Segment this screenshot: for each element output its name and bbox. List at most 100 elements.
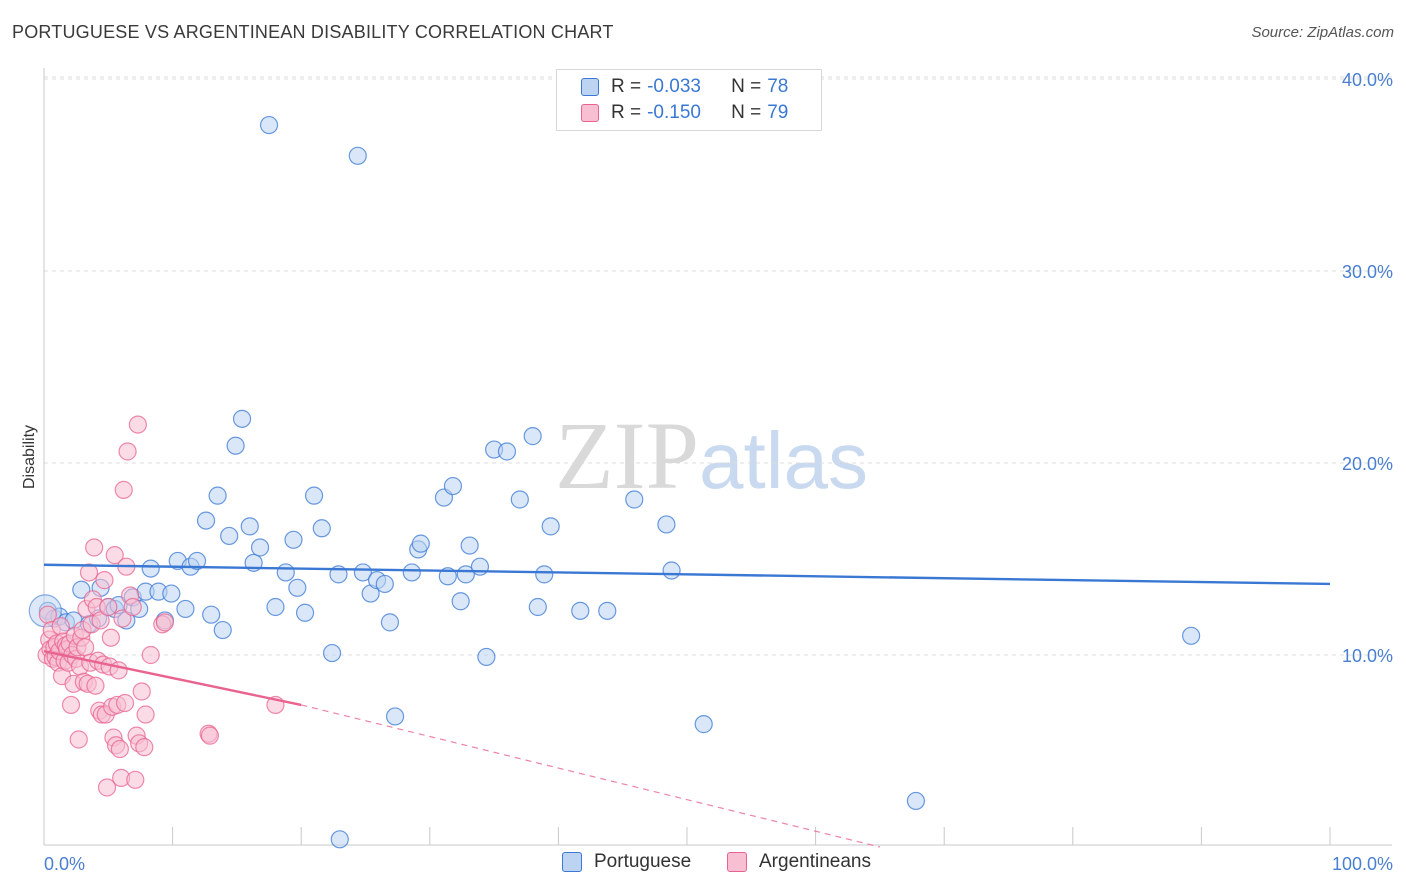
data-point [385, 707, 405, 726]
y-tick-label: 40.0% [1342, 70, 1393, 90]
data-point [330, 830, 349, 849]
data-point [123, 597, 142, 617]
trend-line-extension [301, 704, 881, 848]
watermark-zip: ZIP [555, 402, 699, 509]
data-point [497, 442, 517, 461]
data-point [312, 519, 331, 538]
data-point [135, 738, 154, 757]
data-point [101, 628, 120, 647]
data-point [232, 409, 252, 428]
axes [43, 68, 1392, 846]
data-point [113, 609, 132, 628]
data-point [176, 599, 195, 619]
data-point [162, 584, 181, 603]
data-point [141, 559, 160, 578]
data-point [284, 530, 303, 549]
y-tick-label: 20.0% [1342, 454, 1393, 474]
data-point [348, 146, 367, 165]
data-point [295, 603, 315, 622]
data-point [259, 115, 279, 135]
data-point [95, 571, 114, 590]
legend-n-value: 79 [767, 102, 789, 123]
data-point [304, 486, 324, 505]
data-point [128, 415, 147, 434]
portuguese-points [28, 115, 1201, 849]
data-point [250, 538, 270, 557]
data-point [126, 770, 145, 789]
watermark: ZIPatlas [555, 400, 868, 511]
data-point [114, 480, 133, 499]
data-point [694, 715, 713, 734]
data-point [220, 526, 239, 546]
data-point [91, 611, 110, 630]
x-tick-label-end: 100.0% [1332, 854, 1393, 874]
watermark-atlas: atlas [699, 416, 868, 505]
legend-n-label: N = [731, 102, 762, 123]
data-point [528, 597, 547, 617]
data-point [906, 791, 926, 811]
data-point [276, 563, 295, 582]
stats-legend: R = -0.033 N = 78 R = -0.150 N = 79 [556, 69, 822, 131]
data-point [1182, 626, 1201, 645]
data-point [99, 597, 118, 617]
legend-n-label: N = [731, 76, 762, 97]
data-point [510, 490, 529, 509]
trend-line [43, 563, 1331, 586]
data-point [115, 693, 135, 713]
trend-line [43, 649, 302, 707]
data-point [451, 592, 470, 611]
data-point [69, 730, 88, 749]
data-point [213, 620, 232, 640]
bottom-swatch-argentineans [727, 852, 747, 872]
data-point [61, 695, 81, 715]
data-point [402, 563, 421, 582]
legend-r-label: R = [611, 76, 642, 97]
data-point [196, 511, 216, 530]
data-point [76, 638, 95, 657]
source-label: Source: ZipAtlas.com [1251, 24, 1394, 41]
data-point [136, 705, 155, 724]
legend-row-argentineans: R = -0.150 N = 79 [581, 101, 788, 125]
data-point [86, 676, 105, 695]
data-point [118, 442, 137, 461]
data-point [571, 601, 590, 620]
data-point [443, 476, 463, 496]
data-point [105, 546, 124, 565]
legend-swatch-portuguese [581, 78, 599, 96]
data-point [662, 561, 681, 580]
data-point [141, 645, 160, 665]
data-point [322, 643, 342, 663]
data-point [208, 486, 227, 505]
data-point [657, 515, 676, 534]
data-point [598, 601, 617, 620]
data-point [132, 682, 151, 701]
legend-r-label: R = [611, 102, 642, 123]
data-point [477, 647, 496, 667]
x-tick-label-start: 0.0% [44, 854, 85, 874]
data-point [85, 538, 104, 557]
data-point [226, 436, 245, 455]
legend-r-value: -0.150 [647, 102, 701, 123]
y-tick-label: 30.0% [1342, 262, 1393, 282]
data-point [110, 739, 129, 759]
y-tick-label: 10.0% [1342, 646, 1393, 666]
data-point [288, 578, 307, 597]
data-point [380, 613, 400, 632]
data-point [79, 563, 99, 582]
data-point [200, 726, 219, 745]
tick-labels: 10.0% 20.0% 30.0% 40.0% 0.0% 100.0% [44, 70, 1393, 874]
data-point [411, 534, 430, 553]
data-point [155, 613, 174, 632]
bottom-legend-argentineans: Argentineans [727, 851, 871, 873]
bottom-legend-portuguese: Portuguese [562, 851, 691, 873]
data-point [523, 427, 542, 446]
trend-lines [43, 563, 1331, 848]
legend-r-value: -0.033 [647, 76, 701, 97]
data-point [470, 557, 490, 576]
data-point [541, 517, 560, 536]
y-axis-label: Disability [21, 425, 38, 489]
argentineans-points [37, 415, 285, 797]
data-point [97, 778, 117, 797]
bottom-swatch-portuguese [562, 852, 582, 872]
